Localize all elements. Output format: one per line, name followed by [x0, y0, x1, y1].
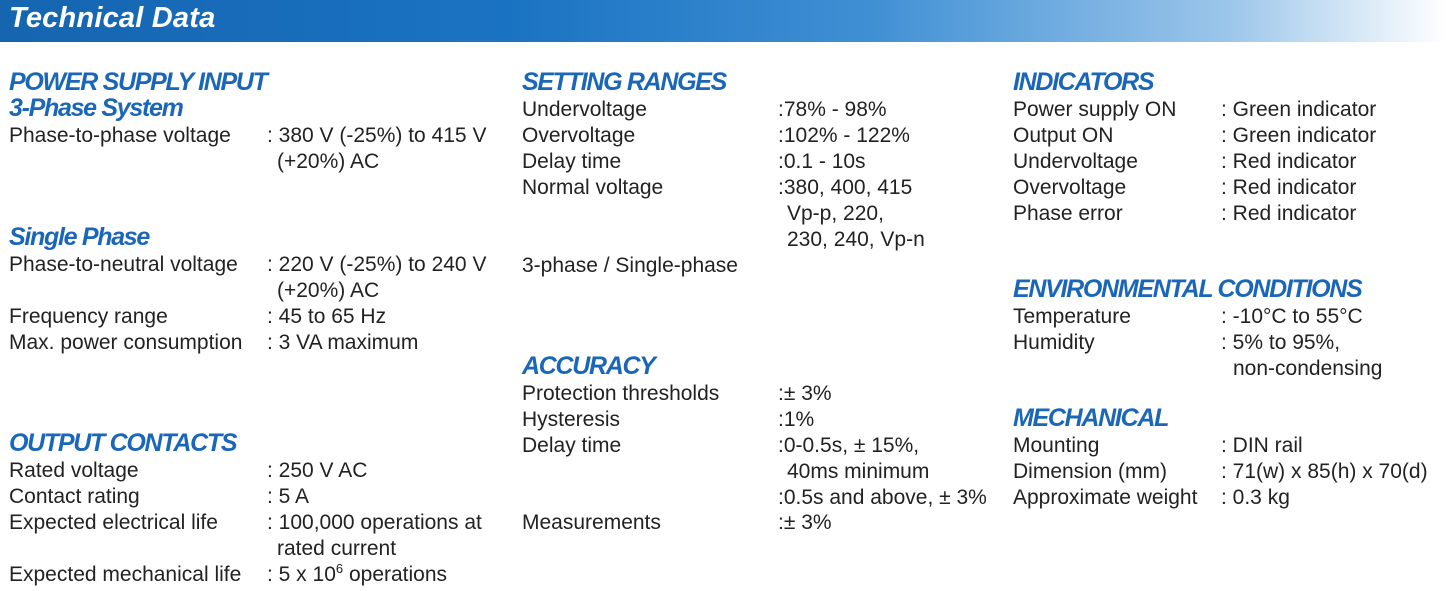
spec-value-continued: Vp-p, 220,	[787, 202, 884, 225]
spec-value: : 45 to 65 Hz	[267, 305, 387, 328]
spec-label: Temperature	[1013, 305, 1131, 328]
spec-value: : 100,000 operations at	[267, 511, 482, 534]
spec-label: Hysteresis	[522, 408, 621, 431]
spec-note: 3-phase / Single-phase	[522, 254, 738, 277]
page-title: Technical Data	[9, 2, 216, 34]
spec-label: Expected electrical life	[9, 511, 218, 534]
accuracy-heading: ACCURACY	[522, 352, 656, 380]
spec-value-continued: (+20%) AC	[277, 150, 380, 173]
spec-label: Expected mechanical life	[9, 563, 242, 586]
spec-label: Undervoltage	[522, 98, 647, 121]
spec-value: :± 3%	[778, 382, 832, 405]
spec-value: : Red indicator	[1221, 150, 1357, 173]
spec-label: Protection thresholds	[522, 382, 720, 405]
spec-label: Delay time	[522, 150, 622, 173]
spec-label: Contact rating	[9, 485, 140, 508]
spec-label: Undervoltage	[1013, 150, 1138, 173]
spec-label: Frequency range	[9, 305, 168, 328]
spec-value-continued: non-condensing	[1233, 357, 1383, 380]
spec-value-continued: rated current	[277, 537, 397, 560]
spec-value-continued: (+20%) AC	[277, 279, 380, 302]
spec-label: Approximate weight	[1013, 486, 1198, 509]
spec-value: : 220 V (-25%) to 240 V	[267, 253, 487, 276]
power-supply-input-heading: POWER SUPPLY INPUT	[9, 68, 268, 96]
spec-label: Rated voltage	[9, 459, 139, 482]
setting-ranges-heading: SETTING RANGES	[522, 68, 727, 96]
indicators-heading: INDICATORS	[1013, 68, 1155, 96]
spec-value: : Green indicator	[1221, 124, 1377, 147]
environmental-conditions-heading: ENVIRONMENTAL CONDITIONS	[1013, 275, 1363, 303]
output-contacts-heading: OUTPUT CONTACTS	[9, 429, 238, 457]
spec-value: : -10°C to 55°C	[1221, 305, 1363, 328]
single-phase-heading: Single Phase	[9, 223, 150, 251]
spec-value-unit: operations	[343, 563, 448, 586]
spec-label: Output ON	[1013, 124, 1114, 147]
spec-value-continued: :0.5s and above, ± 3%	[778, 486, 987, 509]
spec-label: Humidity	[1013, 331, 1095, 354]
spec-value: : 71(w) x 85(h) x 70(d)	[1221, 460, 1428, 483]
spec-label: Phase-to-phase voltage	[9, 124, 231, 147]
spec-value: : 5 A	[267, 485, 310, 508]
spec-value-exponent: 6	[335, 561, 344, 576]
spec-value: :1%	[778, 408, 815, 431]
spec-label: Dimension (mm)	[1013, 460, 1168, 483]
spec-label: Phase-to-neutral voltage	[9, 253, 238, 276]
spec-value: :380, 400, 415	[778, 176, 913, 199]
spec-value: : 3 VA maximum	[267, 331, 419, 354]
spec-value: : 380 V (-25%) to 415 V	[267, 124, 487, 147]
spec-value: :0.1 - 10s	[778, 150, 866, 173]
spec-value: :± 3%	[778, 511, 832, 534]
spec-value: : 5 x 106 operations	[267, 561, 448, 590]
three-phase-heading: 3-Phase System	[9, 94, 184, 122]
spec-label: Measurements	[522, 511, 661, 534]
spec-label: Overvoltage	[522, 124, 636, 147]
spec-label: Power supply ON	[1013, 98, 1177, 121]
spec-label: Overvoltage	[1013, 176, 1127, 199]
spec-label: Delay time	[522, 434, 622, 457]
spec-value: : Green indicator	[1221, 98, 1377, 121]
spec-label: Phase error	[1013, 202, 1123, 225]
spec-label: Normal voltage	[522, 176, 664, 199]
spec-value-continued: 40ms minimum	[787, 460, 930, 483]
spec-value: : 0.3 kg	[1221, 486, 1290, 509]
spec-value: : Red indicator	[1221, 176, 1357, 199]
spec-value: : Red indicator	[1221, 202, 1357, 225]
spec-value: :102% - 122%	[778, 124, 910, 147]
spec-label: Max. power consumption	[9, 331, 243, 354]
spec-value-continued: 230, 240, Vp-n	[787, 228, 925, 251]
spec-value: : 250 V AC	[267, 459, 368, 482]
spec-value: :0-0.5s, ± 15%,	[778, 434, 920, 457]
spec-value: : DIN rail	[1221, 434, 1303, 457]
spec-value: :78% - 98%	[778, 98, 887, 121]
title-banner: Technical Data	[0, 0, 1447, 42]
spec-label: Mounting	[1013, 434, 1100, 457]
spec-value: : 5% to 95%,	[1221, 331, 1341, 354]
spec-value-base: : 5 x 10	[267, 563, 336, 586]
mechanical-heading: MECHANICAL	[1013, 404, 1169, 432]
